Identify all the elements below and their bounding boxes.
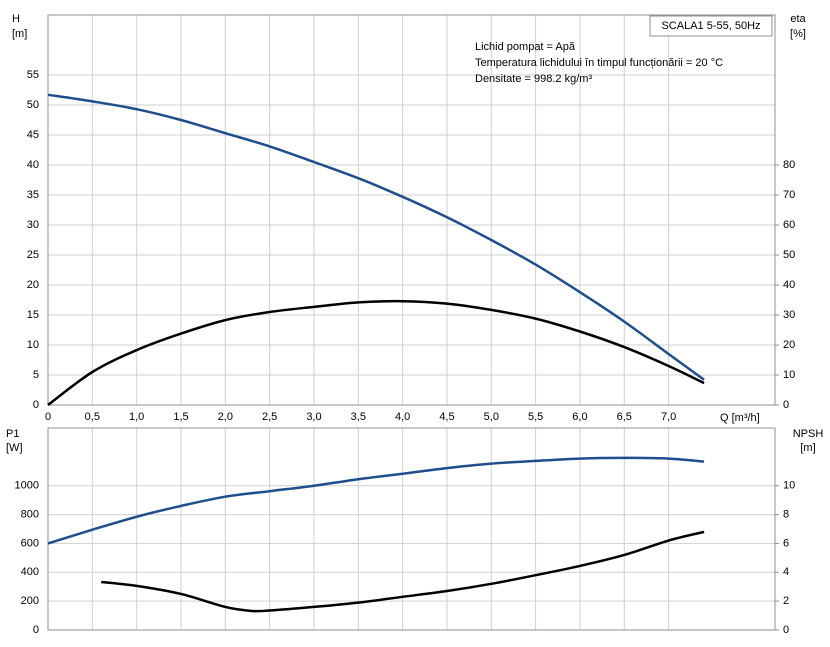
x-tick-label: 3,5	[351, 411, 366, 423]
y-axis-label: H	[12, 13, 20, 25]
x-tick-label: 3,0	[306, 411, 321, 423]
top-plot-frame	[47, 14, 776, 406]
y2-tick-label: 0	[783, 624, 789, 636]
y-tick-label: 20	[27, 279, 39, 291]
y2-axis-label: eta	[790, 13, 806, 25]
y2-axis-unit: [%]	[790, 28, 806, 40]
y2-tick-label: 60	[783, 219, 795, 231]
x-tick-label: 7,0	[661, 411, 676, 423]
x-tick-label: 0,5	[85, 411, 100, 423]
y2-tick-label: 10	[783, 369, 795, 381]
x-tick-label: 6,0	[572, 411, 587, 423]
y-tick-label: 1000	[15, 480, 39, 492]
x-tick-label: 4,5	[439, 411, 454, 423]
y-tick-label: 0	[33, 399, 39, 411]
x-tick-label: 6,5	[617, 411, 632, 423]
y2-axis-label: NPSH	[793, 428, 824, 440]
y2-tick-label: 0	[783, 399, 789, 411]
y-tick-label: 15	[27, 309, 39, 321]
curve	[47, 93, 705, 381]
x-tick-label: 4,0	[395, 411, 410, 423]
y-tick-label: 5	[33, 369, 39, 381]
y-axis-unit: [W]	[6, 442, 23, 454]
x-tick-label: 2,5	[262, 411, 277, 423]
y-tick-label: 35	[27, 189, 39, 201]
y2-tick-label: 2	[783, 595, 789, 607]
title-box	[649, 15, 773, 37]
y-tick-label: 30	[27, 219, 39, 231]
y2-tick-label: 80	[783, 159, 795, 171]
y2-tick-label: 30	[783, 309, 795, 321]
x-tick-label: 0	[45, 411, 51, 423]
x-axis-label: Q [m³/h]	[720, 412, 760, 424]
annotation: Temperatura lichidului în timpul funcțio…	[475, 57, 723, 69]
y2-tick-label: 10	[783, 480, 795, 492]
y-axis-label: P1	[6, 428, 19, 440]
annotation: Densitate = 998.2 kg/m³	[475, 73, 592, 85]
y-tick-label: 10	[27, 339, 39, 351]
y-tick-label: 45	[27, 129, 39, 141]
y-tick-label: 25	[27, 249, 39, 261]
x-tick-label: 5,5	[528, 411, 543, 423]
curve	[47, 456, 705, 545]
y2-axis-unit: [m]	[800, 442, 815, 454]
x-tick-label: 1,5	[173, 411, 188, 423]
x-tick-label: 2,0	[218, 411, 233, 423]
y-tick-label: 400	[21, 566, 39, 578]
y2-tick-label: 50	[783, 249, 795, 261]
curve	[101, 530, 705, 613]
y-tick-label: 40	[27, 159, 39, 171]
y2-tick-label: 4	[783, 566, 789, 578]
y2-tick-label: 20	[783, 339, 795, 351]
x-tick-label: 1,0	[129, 411, 144, 423]
y2-tick-label: 70	[783, 189, 795, 201]
chart-title: SCALA1 5-55, 50Hz	[661, 20, 760, 32]
y-tick-label: 800	[21, 508, 39, 520]
y-tick-label: 600	[21, 537, 39, 549]
y-axis-unit: [m]	[12, 28, 27, 40]
y-tick-label: 50	[27, 99, 39, 111]
x-tick-label: 5,0	[484, 411, 499, 423]
y-tick-label: 0	[33, 624, 39, 636]
y2-tick-label: 8	[783, 508, 789, 520]
y-tick-label: 200	[21, 595, 39, 607]
y2-tick-label: 6	[783, 537, 789, 549]
y2-tick-label: 40	[783, 279, 795, 291]
curve	[47, 299, 705, 407]
y-tick-label: 55	[27, 69, 39, 81]
annotation: Lichid pompat = Apă	[475, 41, 576, 53]
bottom-plot-frame	[47, 427, 776, 631]
